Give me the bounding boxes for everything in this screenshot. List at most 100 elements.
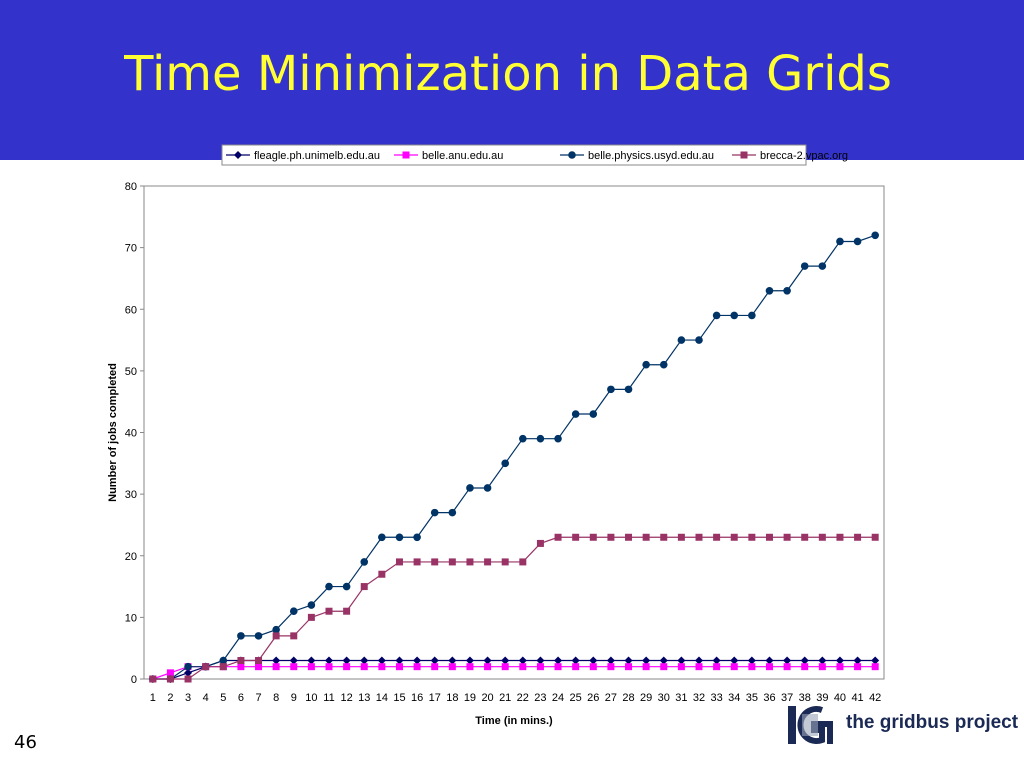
- data-point: [536, 539, 544, 547]
- data-point: [659, 656, 668, 665]
- data-point: [483, 484, 492, 492]
- data-point: [484, 663, 492, 671]
- data-point: [606, 656, 615, 665]
- data-point: [589, 656, 598, 665]
- data-point: [166, 675, 174, 683]
- y-tick-label: 30: [125, 489, 137, 501]
- data-point: [255, 663, 263, 671]
- data-point: [871, 656, 880, 665]
- data-point: [237, 663, 245, 671]
- x-tick-label: 3: [185, 692, 191, 704]
- data-point: [712, 656, 721, 665]
- data-point: [783, 656, 792, 665]
- x-tick-label: 33: [710, 692, 722, 704]
- data-point: [307, 601, 316, 609]
- x-tick-label: 17: [429, 692, 441, 704]
- data-point: [307, 613, 315, 621]
- gridbus-logo-icon: [788, 706, 833, 744]
- data-point: [448, 508, 457, 517]
- data-point: [484, 558, 492, 566]
- gridbus-logo: the gridbus project: [788, 704, 1018, 746]
- data-point: [290, 632, 298, 640]
- data-point: [501, 459, 509, 468]
- slide-number: 46: [14, 732, 37, 753]
- data-point: [748, 533, 756, 541]
- data-point: [765, 656, 774, 665]
- x-tick-label: 21: [499, 692, 511, 704]
- x-tick-label: 20: [481, 692, 493, 704]
- data-point: [272, 625, 280, 634]
- data-point: [677, 663, 685, 671]
- data-point: [219, 656, 228, 665]
- legend-marker: [740, 151, 748, 159]
- data-point: [184, 668, 193, 677]
- x-tick-label: 38: [799, 692, 811, 704]
- data-point: [748, 663, 756, 671]
- data-point: [730, 663, 738, 671]
- data-point: [149, 675, 157, 683]
- data-point: [255, 657, 263, 665]
- x-tick-label: 16: [411, 692, 423, 704]
- x-tick-label: 41: [851, 692, 863, 704]
- x-tick-label: 15: [393, 692, 405, 704]
- data-point: [589, 410, 598, 418]
- data-point: [571, 656, 580, 665]
- data-point: [853, 237, 862, 246]
- data-point: [325, 582, 333, 591]
- data-point: [712, 311, 721, 320]
- data-point: [307, 656, 316, 665]
- data-point: [765, 663, 773, 671]
- data-point: [642, 656, 651, 665]
- data-point: [360, 558, 369, 566]
- data-point: [519, 434, 527, 443]
- data-point: [765, 533, 773, 541]
- x-tick-label: 32: [693, 692, 705, 704]
- data-point: [413, 656, 422, 665]
- data-point: [501, 663, 509, 671]
- data-point: [289, 607, 298, 616]
- data-point: [571, 410, 580, 418]
- data-point: [377, 656, 386, 665]
- x-tick-label: 14: [376, 692, 388, 704]
- x-tick-label: 6: [238, 692, 244, 704]
- plot-area: [143, 185, 885, 680]
- data-point: [871, 663, 879, 671]
- data-point: [342, 582, 351, 591]
- data-point: [465, 656, 474, 665]
- data-point: [518, 656, 527, 665]
- data-point: [625, 533, 633, 541]
- legend-marker: [568, 151, 576, 159]
- x-tick-label: 7: [255, 692, 261, 704]
- data-point: [554, 533, 562, 541]
- data-point: [589, 663, 597, 671]
- x-tick-label: 31: [675, 692, 687, 704]
- data-point: [713, 533, 721, 541]
- data-point: [378, 570, 386, 578]
- data-point: [589, 533, 597, 541]
- y-tick-label: 10: [125, 612, 137, 624]
- x-tick-label: 36: [763, 692, 775, 704]
- x-tick-label: 40: [834, 692, 846, 704]
- data-point: [748, 311, 756, 320]
- data-point: [325, 663, 333, 671]
- data-point: [289, 656, 298, 665]
- x-tick-label: 12: [340, 692, 352, 704]
- x-tick-label: 9: [291, 692, 297, 704]
- x-tick-label: 4: [203, 692, 209, 704]
- x-tick-label: 28: [622, 692, 634, 704]
- x-tick-label: 26: [587, 692, 599, 704]
- data-point: [395, 663, 403, 671]
- data-point: [854, 533, 862, 541]
- x-tick-label: 23: [534, 692, 546, 704]
- data-point: [624, 385, 633, 394]
- data-point: [836, 533, 844, 541]
- legend-marker: [234, 151, 242, 159]
- data-point: [783, 663, 791, 671]
- data-point: [343, 607, 351, 615]
- data-point: [660, 663, 668, 671]
- data-point: [448, 663, 456, 671]
- data-point: [730, 533, 738, 541]
- data-point: [871, 533, 879, 541]
- y-axis-title: Number of jobs completed: [107, 363, 119, 502]
- data-point: [360, 663, 368, 671]
